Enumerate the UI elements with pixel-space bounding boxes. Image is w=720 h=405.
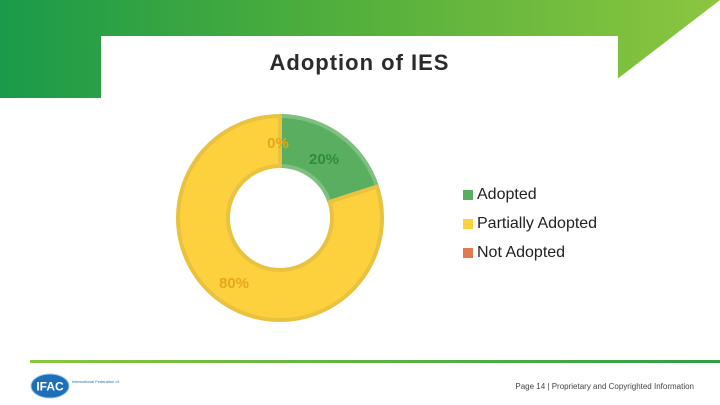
donut-slice-partially-adopted [176, 114, 384, 322]
legend-item-not-adopted: Not Adopted [463, 238, 597, 267]
chart-legend: Adopted Partially Adopted Not Adopted [463, 180, 597, 267]
donut-slice-adopted [278, 114, 380, 204]
legend-item-adopted: Adopted [463, 180, 597, 209]
legend-label-adopted: Adopted [477, 185, 537, 203]
legend-label-partially-adopted: Partially Adopted [477, 214, 598, 232]
svg-text:International Federation of Ac: International Federation of Accountants [72, 379, 120, 384]
legend-item-partially-adopted: Partially Adopted [463, 209, 597, 238]
legend-swatch-adopted [463, 189, 473, 200]
legend-swatch-not-adopted [463, 247, 473, 258]
footer-rule [30, 360, 720, 363]
legend-label-not-adopted: Not Adopted [477, 243, 566, 261]
data-label-not-adopted: 0% [267, 135, 289, 152]
data-label-partially-adopted: 80% [219, 275, 249, 292]
ifac-logo: IFAC International Federation of Account… [30, 373, 120, 399]
svg-text:IFAC: IFAC [36, 380, 64, 394]
data-label-adopted: 20% [309, 151, 339, 168]
legend-swatch-partially-adopted [463, 218, 473, 229]
footer-page-text: Page 14 | Proprietary and Copyrighted In… [515, 382, 694, 391]
title-card: Adoption of IES [101, 36, 618, 98]
page-title: Adoption of IES [269, 50, 450, 75]
